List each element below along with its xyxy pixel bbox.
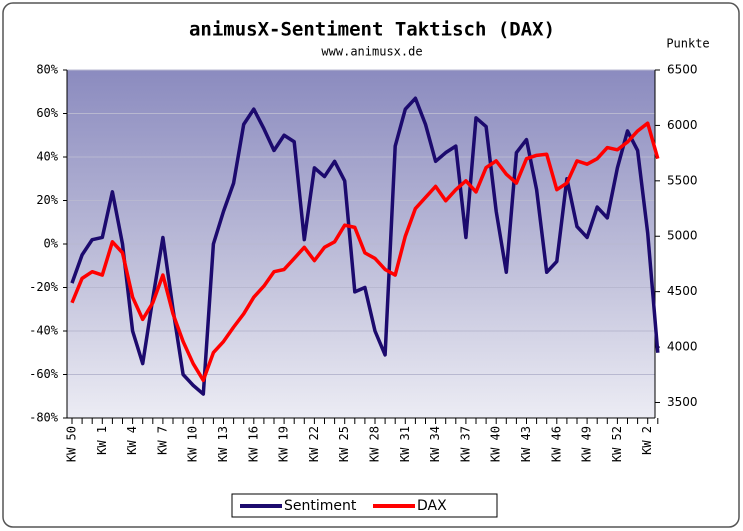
x-tick-label: KW 13 xyxy=(216,426,230,462)
y2-tick-label: 5500 xyxy=(667,173,698,187)
y-tick-label: 60% xyxy=(36,106,58,120)
y-tick-label: -40% xyxy=(29,324,59,338)
x-tick-label: KW 22 xyxy=(307,426,321,462)
x-tick-label: KW 49 xyxy=(580,426,594,462)
x-tick-label: KW 46 xyxy=(549,426,563,462)
x-tick-label: KW 19 xyxy=(277,426,291,462)
y-tick-label: -80% xyxy=(29,411,59,425)
legend xyxy=(231,493,498,518)
x-tick-label: KW 37 xyxy=(458,426,472,462)
y-tick-label: -20% xyxy=(29,280,59,294)
x-tick-label: KW 31 xyxy=(398,426,412,462)
y2-tick-label: 4500 xyxy=(667,284,698,298)
series-line xyxy=(70,96,660,396)
x-tick-label: KW 7 xyxy=(155,426,169,455)
y2-tick-label: 6500 xyxy=(667,63,698,77)
x-tick-label: KW 34 xyxy=(428,426,442,462)
x-tick-label: KW 16 xyxy=(246,426,260,462)
y2-tick-label: 3500 xyxy=(667,395,698,409)
x-tick-label: KW 52 xyxy=(610,426,624,462)
y2-axis-label: Punkte xyxy=(666,37,709,51)
y2-tick-label: 4000 xyxy=(667,340,698,354)
x-tick-label: KW 40 xyxy=(489,426,503,462)
x-tick-label: KW 2 xyxy=(640,426,654,455)
x-tick-label: KW 10 xyxy=(186,426,200,462)
series-line xyxy=(70,121,660,383)
y-tick-label: 0% xyxy=(44,237,59,251)
legend-label: DAX xyxy=(417,498,447,514)
x-tick-label: KW 50 xyxy=(65,426,79,462)
y2-tick-label: 5000 xyxy=(667,229,698,243)
x-tick-label: KW 1 xyxy=(95,426,109,455)
x-tick-label: KW 43 xyxy=(519,426,533,462)
y-tick-label: 20% xyxy=(36,193,58,207)
x-tick-label: KW 4 xyxy=(125,426,139,455)
chart-subtitle: www.animusx.de xyxy=(321,45,422,59)
y2-tick-label: 6000 xyxy=(667,118,698,132)
y-tick-label: -60% xyxy=(29,367,59,381)
legend-label: Sentiment xyxy=(284,498,357,514)
y-tick-label: 80% xyxy=(36,63,58,77)
chart-title: animusX-Sentiment Taktisch (DAX) xyxy=(189,19,555,41)
y-tick-label: 40% xyxy=(36,150,58,164)
x-tick-label: KW 25 xyxy=(337,426,351,462)
x-tick-label: KW 28 xyxy=(368,426,382,462)
